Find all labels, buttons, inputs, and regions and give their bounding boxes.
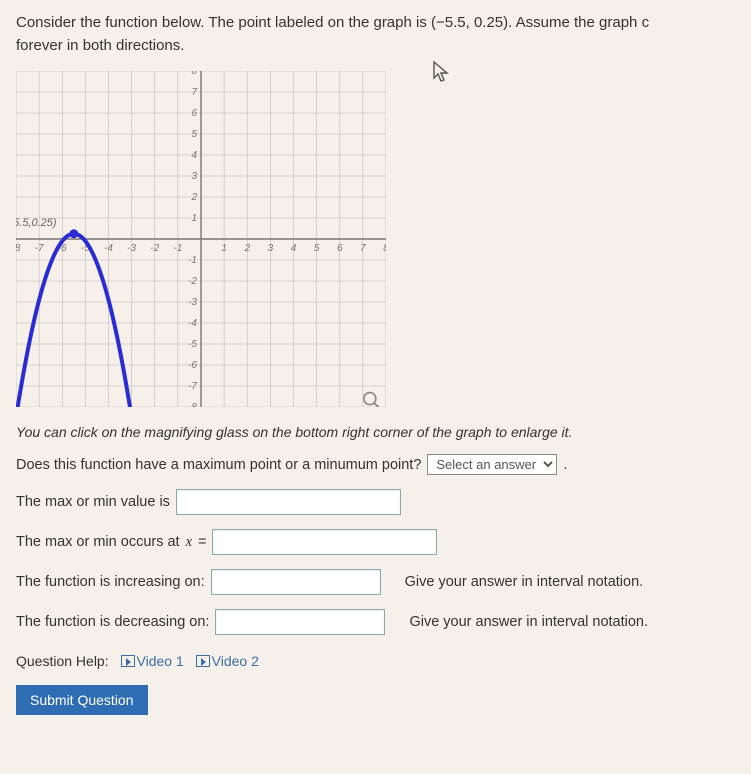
occurs-row: The max or min occurs at x = — [16, 529, 735, 555]
magnify-hint: You can click on the magnifying glass on… — [16, 424, 735, 440]
occurs-var: x — [186, 534, 192, 551]
svg-text:-2: -2 — [188, 276, 197, 287]
submit-button[interactable]: Submit Question — [16, 685, 148, 715]
svg-text:-4: -4 — [104, 243, 113, 254]
value-input[interactable] — [176, 489, 401, 515]
svg-text:-1: -1 — [173, 243, 182, 254]
help-label: Question Help: — [16, 653, 109, 669]
decreasing-hint: Give your answer in interval notation. — [409, 614, 648, 630]
value-label: The max or min value is — [16, 494, 170, 510]
svg-text:8: 8 — [383, 243, 386, 254]
intro-prefix: Consider the function below. The point l… — [16, 14, 431, 31]
maxmin-question-row: Does this function have a maximum point … — [16, 454, 735, 475]
maxmin-text: Does this function have a maximum point … — [16, 457, 421, 473]
increasing-input[interactable] — [211, 569, 381, 595]
video-1-link[interactable]: Video 1 — [121, 653, 184, 669]
decreasing-row: The function is decreasing on: Give your… — [16, 609, 735, 635]
value-row: The max or min value is — [16, 489, 735, 515]
svg-text:8: 8 — [191, 71, 197, 77]
svg-text:-8: -8 — [188, 402, 197, 407]
intro-point: (−5.5, 0.25) — [431, 14, 508, 31]
svg-text:2: 2 — [190, 192, 197, 203]
increasing-row: The function is increasing on: Give your… — [16, 569, 735, 595]
svg-text:(-5.5,0.25): (-5.5,0.25) — [16, 217, 57, 229]
maxmin-select[interactable]: Select an answer — [427, 454, 557, 475]
svg-text:5: 5 — [314, 243, 320, 254]
svg-text:-7: -7 — [35, 243, 44, 254]
occurs-prefix: The max or min occurs at — [16, 534, 180, 550]
maxmin-period: . — [563, 457, 567, 473]
increasing-hint: Give your answer in interval notation. — [405, 574, 644, 590]
video-2-link[interactable]: Video 2 — [196, 653, 259, 669]
play-icon — [121, 655, 135, 667]
play-icon — [196, 655, 210, 667]
svg-text:4: 4 — [191, 150, 197, 161]
svg-text:7: 7 — [360, 243, 366, 254]
svg-text:-7: -7 — [188, 381, 197, 392]
svg-text:6: 6 — [337, 243, 343, 254]
video-1-text: Video 1 — [137, 653, 184, 669]
svg-text:-3: -3 — [188, 297, 197, 308]
svg-text:-5: -5 — [188, 339, 197, 350]
svg-text:2: 2 — [243, 243, 250, 254]
help-row: Question Help: Video 1 Video 2 — [16, 653, 735, 669]
intro-suffix: . Assume the graph c — [508, 14, 649, 31]
svg-text:1: 1 — [191, 213, 197, 224]
svg-text:4: 4 — [291, 243, 297, 254]
svg-text:5: 5 — [191, 129, 197, 140]
function-graph[interactable]: -8-7-6-5-4-3-2-112345678-8-7-6-5-4-3-2-1… — [16, 71, 386, 407]
svg-text:-8: -8 — [16, 243, 21, 254]
svg-text:-1: -1 — [188, 255, 197, 266]
svg-text:3: 3 — [191, 171, 197, 182]
question-intro: Consider the function below. The point l… — [16, 12, 735, 57]
svg-text:1: 1 — [221, 243, 227, 254]
svg-text:7: 7 — [191, 87, 197, 98]
svg-text:-3: -3 — [127, 243, 136, 254]
intro-line2: forever in both directions. — [16, 37, 184, 54]
decreasing-label: The function is decreasing on: — [16, 614, 209, 630]
occurs-input[interactable] — [212, 529, 437, 555]
decreasing-input[interactable] — [215, 609, 385, 635]
graph-container: -8-7-6-5-4-3-2-112345678-8-7-6-5-4-3-2-1… — [16, 71, 735, 412]
increasing-label: The function is increasing on: — [16, 574, 205, 590]
svg-text:3: 3 — [268, 243, 274, 254]
svg-text:-2: -2 — [150, 243, 159, 254]
svg-text:6: 6 — [191, 108, 197, 119]
video-2-text: Video 2 — [212, 653, 259, 669]
occurs-eq: = — [198, 534, 206, 550]
svg-text:-6: -6 — [188, 360, 197, 371]
svg-text:-4: -4 — [188, 318, 197, 329]
